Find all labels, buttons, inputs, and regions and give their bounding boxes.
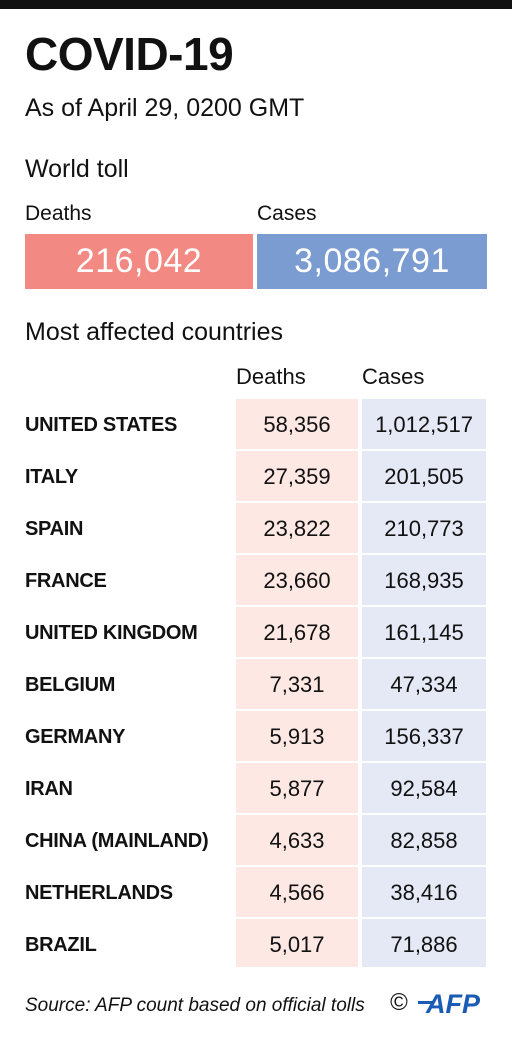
world-cases-value: 3,086,791 xyxy=(257,234,487,289)
country-name: NETHERLANDS xyxy=(25,882,173,904)
row-divider xyxy=(362,865,486,867)
row-divider xyxy=(362,709,486,711)
country-deaths: 23,822 xyxy=(263,516,331,541)
table-row: GERMANY 5,913 156,337 xyxy=(0,711,512,763)
row-divider xyxy=(236,657,358,659)
cases-column-background xyxy=(362,399,486,967)
afp-logo-icon: AFP xyxy=(418,989,481,1018)
row-divider xyxy=(236,865,358,867)
row-divider xyxy=(362,605,486,607)
country-name: FRANCE xyxy=(25,570,107,592)
country-name: SPAIN xyxy=(25,518,84,540)
page-title: COVID-19 xyxy=(25,28,234,80)
copyright-symbol: © xyxy=(390,989,408,1016)
country-cases: 47,334 xyxy=(390,672,458,697)
country-name: ITALY xyxy=(25,466,78,488)
country-name: GERMANY xyxy=(25,726,126,748)
table-row: ITALY 27,359 201,505 xyxy=(0,451,512,503)
world-deaths-label: Deaths xyxy=(25,202,92,225)
deaths-column-header: Deaths xyxy=(236,364,306,389)
table-row: BELGIUM 7,331 47,334 xyxy=(0,659,512,711)
table-row: UNITED KINGDOM 21,678 161,145 xyxy=(0,607,512,659)
country-name: UNITED KINGDOM xyxy=(25,622,198,644)
country-deaths: 5,877 xyxy=(269,776,325,801)
country-cases: 71,886 xyxy=(390,932,458,957)
country-cases: 168,935 xyxy=(384,568,464,593)
row-divider xyxy=(362,761,486,763)
country-deaths: 4,633 xyxy=(269,828,325,853)
table-row: FRANCE 23,660 168,935 xyxy=(0,555,512,607)
afp-logo-dash xyxy=(418,1001,434,1004)
world-cases-label: Cases xyxy=(257,202,317,225)
row-divider xyxy=(362,917,486,919)
table-row: SPAIN 23,822 210,773 xyxy=(0,503,512,555)
country-name: BELGIUM xyxy=(25,674,116,696)
row-divider xyxy=(236,605,358,607)
world-deaths-value: 216,042 xyxy=(25,234,253,289)
country-cases: 82,858 xyxy=(390,828,458,853)
deaths-column-background xyxy=(236,399,358,967)
country-deaths: 58,356 xyxy=(263,412,331,437)
row-divider xyxy=(236,917,358,919)
country-cases: 201,505 xyxy=(384,464,464,489)
countries-heading: Most affected countries xyxy=(25,318,284,346)
row-divider xyxy=(236,761,358,763)
country-deaths: 5,913 xyxy=(269,724,325,749)
row-divider xyxy=(362,449,486,451)
row-divider xyxy=(236,709,358,711)
country-name: UNITED STATES xyxy=(25,414,178,436)
country-name: IRAN xyxy=(25,778,73,800)
row-divider xyxy=(362,501,486,503)
row-divider xyxy=(362,553,486,555)
country-deaths: 23,660 xyxy=(263,568,331,593)
table-row: BRAZIL 5,017 71,886 xyxy=(0,919,512,971)
row-divider xyxy=(362,657,486,659)
top-rule xyxy=(0,0,512,9)
afp-logo-text: AFP xyxy=(425,989,481,1018)
countries-table: UNITED STATES 58,356 1,012,517 ITALY 27,359 2… xyxy=(0,399,512,971)
cases-column-header: Cases xyxy=(362,364,425,389)
table-row: IRAN 5,877 92,584 xyxy=(0,763,512,815)
source-note: Source: AFP count based on official toll… xyxy=(25,995,365,1016)
country-deaths: 21,678 xyxy=(263,620,331,645)
row-divider xyxy=(236,501,358,503)
country-cases: 92,584 xyxy=(390,776,458,801)
table-row: CHINA (MAINLAND) 4,633 82,858 xyxy=(0,815,512,867)
row-divider xyxy=(236,553,358,555)
country-cases: 156,337 xyxy=(384,724,464,749)
country-deaths: 7,331 xyxy=(269,672,325,697)
country-deaths: 4,566 xyxy=(269,880,325,905)
country-cases: 38,416 xyxy=(390,880,458,905)
row-divider xyxy=(362,813,486,815)
table-row: NETHERLANDS 4,566 38,416 xyxy=(0,867,512,919)
row-divider xyxy=(236,449,358,451)
row-divider xyxy=(236,813,358,815)
table-row: UNITED STATES 58,356 1,012,517 xyxy=(0,399,512,451)
country-cases: 161,145 xyxy=(384,620,464,645)
country-name: BRAZIL xyxy=(25,934,97,956)
date-subtitle: As of April 29, 0200 GMT xyxy=(25,94,305,122)
world-toll-heading: World toll xyxy=(25,155,129,183)
country-name: CHINA (MAINLAND) xyxy=(25,830,209,852)
country-deaths: 27,359 xyxy=(263,464,331,489)
country-cases: 1,012,517 xyxy=(375,412,473,437)
country-deaths: 5,017 xyxy=(269,932,325,957)
country-cases: 210,773 xyxy=(384,516,464,541)
